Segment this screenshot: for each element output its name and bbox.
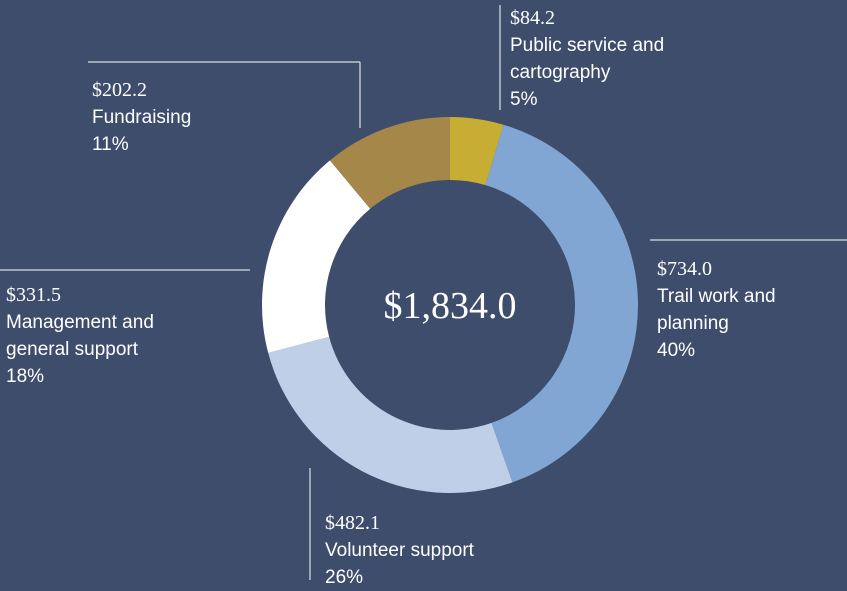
percent-label: 5% bbox=[510, 89, 538, 110]
donut-slice bbox=[485, 124, 638, 483]
donut-slice bbox=[329, 117, 450, 209]
category-label: Trail work and planning bbox=[657, 286, 776, 334]
category-label: Fundraising bbox=[92, 107, 192, 128]
category-label: Management and general support bbox=[6, 312, 154, 360]
donut-slice bbox=[268, 336, 513, 494]
value-label: $482.1 bbox=[325, 512, 380, 534]
slice-label: $84.2 Public service and cartography 5% bbox=[510, 5, 730, 113]
slice-label: $482.1 Volunteer support 26% bbox=[325, 510, 545, 591]
leader-lines bbox=[0, 5, 847, 580]
value-label: $202.2 bbox=[92, 79, 147, 101]
category-label: Public service and cartography bbox=[510, 35, 665, 83]
category-label: Volunteer support bbox=[325, 540, 474, 561]
percent-label: 40% bbox=[657, 340, 696, 361]
value-label: $84.2 bbox=[510, 7, 555, 29]
total-label: $1,834.0 bbox=[384, 285, 517, 327]
slice-label: $331.5 Management and general support 18% bbox=[6, 282, 221, 390]
donut-slice bbox=[262, 160, 371, 353]
value-label: $734.0 bbox=[657, 258, 712, 280]
slice-label: $202.2 Fundraising 11% bbox=[92, 77, 242, 158]
slice-label: $734.0 Trail work and planning 40% bbox=[657, 256, 842, 364]
percent-label: 18% bbox=[6, 366, 45, 387]
percent-label: 11% bbox=[92, 134, 129, 155]
donut-slice bbox=[450, 117, 504, 186]
value-label: $331.5 bbox=[6, 284, 61, 306]
percent-label: 26% bbox=[325, 567, 364, 588]
